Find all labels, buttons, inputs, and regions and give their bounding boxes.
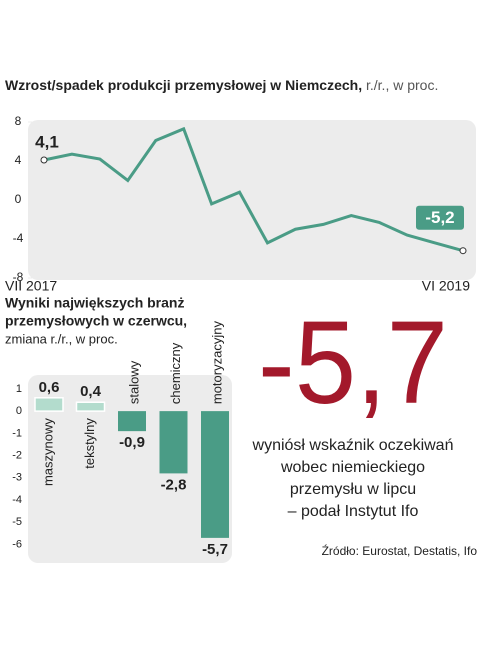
y-tick-label: -4 xyxy=(13,231,24,245)
point xyxy=(459,247,467,255)
data-label: -5,2 xyxy=(425,208,454,227)
highlight-value: -5,7 xyxy=(258,297,448,429)
y-tick-label: 4 xyxy=(15,153,22,167)
category-label: motoryzacyjny xyxy=(209,321,224,405)
y-tick-label: -4 xyxy=(12,494,22,506)
chart-title: Wyniki największych branż xyxy=(5,295,184,311)
y-tick-label: 0 xyxy=(15,192,22,206)
category-label: maszynowy xyxy=(40,418,55,486)
chart-subtitle: zmiana r./r., w proc. xyxy=(5,331,118,346)
data-label: -2,8 xyxy=(161,476,187,493)
y-tick-label: -5 xyxy=(12,516,22,528)
data-label: -0,9 xyxy=(119,434,145,451)
y-tick-label: -2 xyxy=(12,450,22,462)
x-tick-label: VII 2017 xyxy=(5,278,57,294)
data-label: -5,7 xyxy=(202,541,228,558)
data-label: 0,4 xyxy=(80,383,102,400)
category-label: stalowy xyxy=(126,360,141,404)
caption: wobec niemieckiego xyxy=(280,459,425,476)
data-label: 4,1 xyxy=(35,133,59,152)
label-box xyxy=(32,130,62,155)
x-tick-label: VI 2019 xyxy=(422,278,470,294)
label-box xyxy=(416,205,464,230)
y-tick-label: -8 xyxy=(13,270,24,284)
source: Źródło: Eurostat, Destatis, Ifo xyxy=(322,543,478,558)
y-tick-label: 8 xyxy=(15,114,22,128)
chart-title: przemysłowych w czerwcu, xyxy=(5,313,187,329)
caption: wyniósł wskaźnik oczekiwań xyxy=(252,437,454,454)
point xyxy=(40,156,48,164)
category-label: chemiczny xyxy=(168,342,183,404)
plot-background xyxy=(28,120,476,280)
bar xyxy=(75,401,106,412)
y-tick-label: -3 xyxy=(12,472,22,484)
line xyxy=(43,126,464,253)
caption: – podał Instytut Ifo xyxy=(288,503,419,520)
y-tick-label: 0 xyxy=(16,405,22,417)
bar xyxy=(159,411,188,474)
y-tick-label: -6 xyxy=(12,538,22,550)
caption: przemysłu w lipcu xyxy=(290,481,416,498)
bar xyxy=(118,411,146,432)
data-label: 0,6 xyxy=(39,379,60,396)
y-tick-label: 1 xyxy=(16,383,22,395)
chart-title: Wzrost/spadek produkcji przemysłowej w N… xyxy=(5,77,438,93)
category-label: tekstylny xyxy=(82,418,97,469)
y-tick-label: -1 xyxy=(12,427,22,439)
bar xyxy=(201,411,229,538)
bar xyxy=(34,397,64,412)
